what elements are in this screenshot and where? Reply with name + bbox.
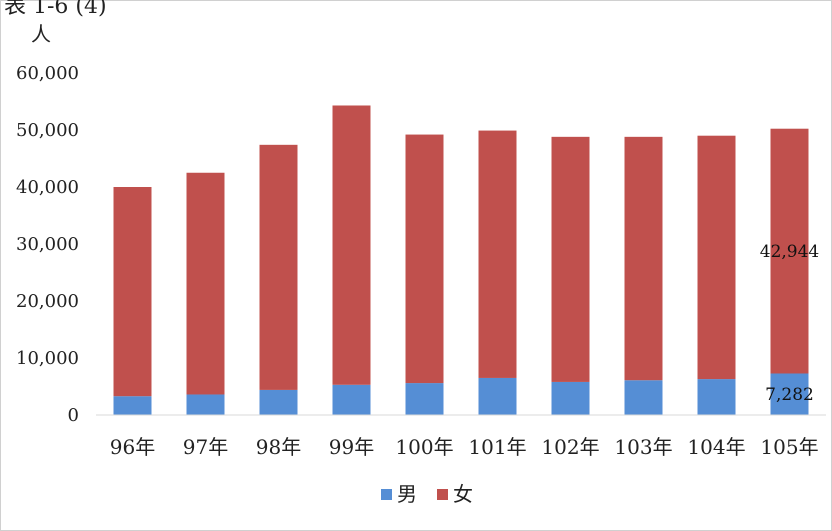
x-tick-label: 101年 (468, 435, 526, 459)
y-tick-label: 10,000 (16, 348, 79, 369)
x-tick-label: 104年 (687, 435, 745, 459)
bar-female (332, 105, 371, 385)
bar-male (259, 389, 298, 415)
bar-female (478, 130, 517, 378)
bar-male (624, 380, 663, 415)
chart-caption: 表 1-6 (4) (4, 0, 107, 19)
x-tick-label: 96年 (110, 435, 155, 459)
legend-swatch (381, 489, 392, 500)
bar-male (186, 394, 225, 415)
legend-label: 男 (397, 482, 417, 506)
data-label: 7,282 (765, 385, 814, 405)
y-tick-label: 20,000 (16, 291, 79, 312)
x-tick-label: 102年 (541, 435, 599, 459)
x-tick-label: 97年 (183, 435, 228, 459)
y-axis-unit-label: 人 (31, 22, 51, 46)
bar-male (113, 396, 152, 415)
y-tick-label: 40,000 (16, 177, 79, 198)
bar-male (770, 373, 809, 415)
x-tick-label: 105年 (760, 435, 818, 459)
bar-female (697, 135, 736, 380)
x-tick-label: 99年 (329, 435, 374, 459)
bar-male (551, 381, 590, 415)
bar-female (770, 128, 809, 374)
y-axis: 0 10,000 20,000 30,000 40,000 50,000 60,000 (16, 63, 79, 426)
data-label: 42,944 (760, 242, 819, 262)
bar-female (113, 187, 152, 397)
bar-female (259, 144, 298, 390)
bars (113, 105, 809, 415)
bar-female (624, 136, 663, 381)
bar-male (405, 383, 444, 415)
y-tick-label: 30,000 (16, 234, 79, 255)
bar-female (405, 134, 444, 384)
bar-male (478, 377, 517, 415)
bar-female (186, 172, 225, 395)
legend-swatch (437, 489, 448, 500)
data-labels: 42,944 7,282 (760, 242, 819, 405)
bar-female (551, 136, 590, 382)
y-tick-label: 50,000 (16, 120, 79, 141)
x-tick-label: 100年 (395, 435, 453, 459)
x-axis: 96年 97年 98年 99年 100年 101年 102年 103年 104年 105年 (96, 414, 826, 459)
bar-male (697, 379, 736, 415)
y-tick-label: 60,000 (16, 63, 79, 84)
x-tick-label: 98年 (256, 435, 301, 459)
legend: 男女 (381, 482, 473, 506)
x-tick-label: 103年 (614, 435, 672, 459)
bar-male (332, 384, 371, 415)
legend-label: 女 (453, 482, 473, 506)
y-tick-label: 0 (68, 405, 79, 426)
